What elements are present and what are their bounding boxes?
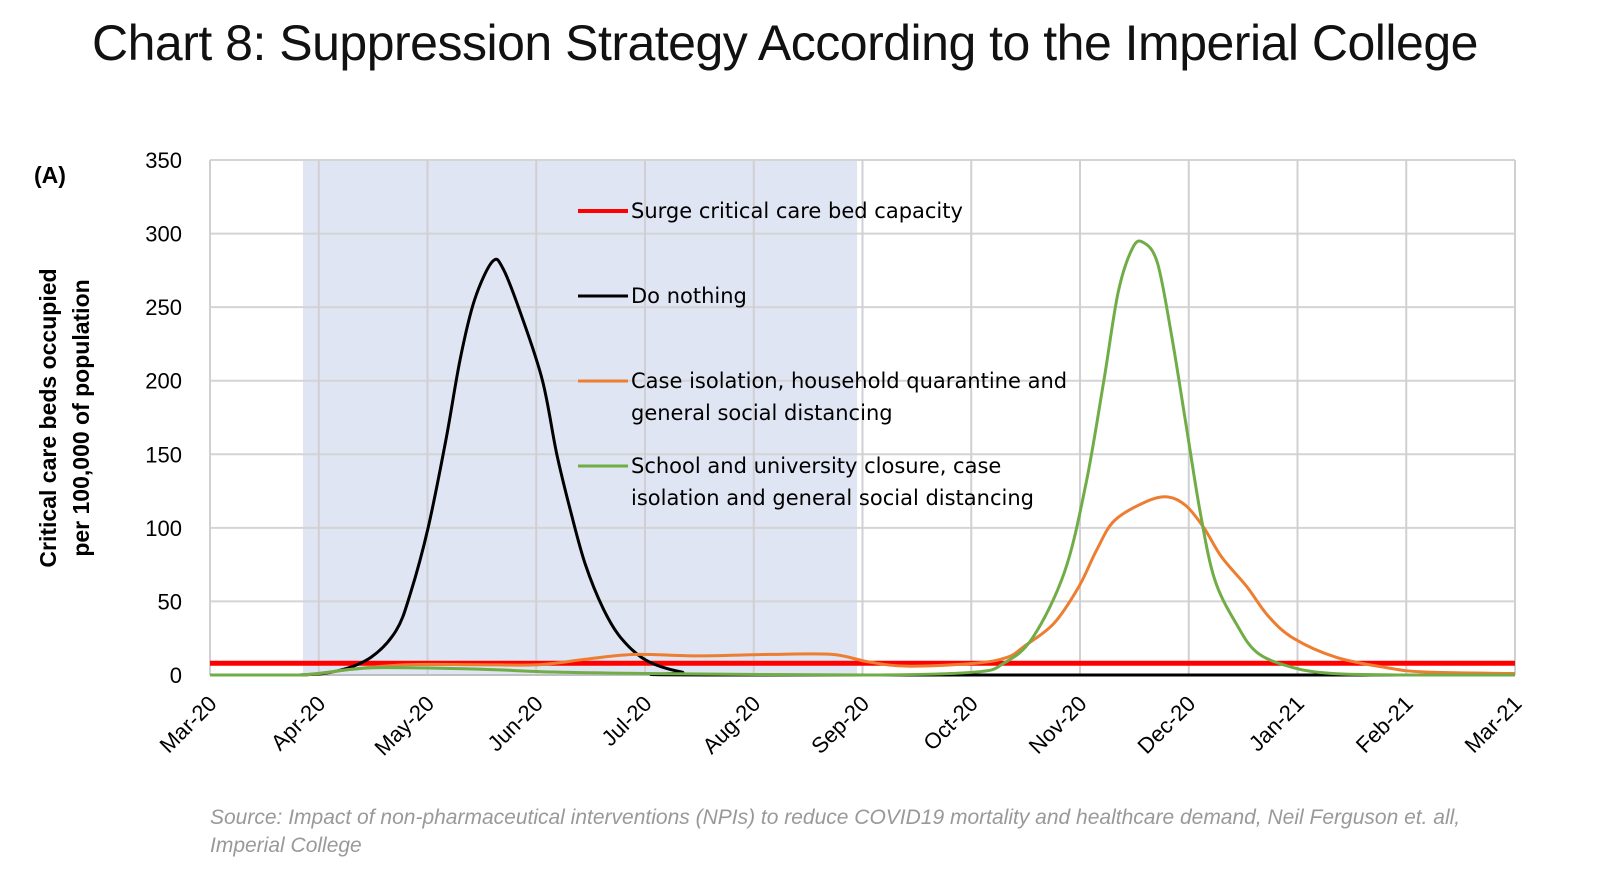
x-tick-label: Mar-21 (1460, 691, 1527, 758)
legend-label: Case isolation, household quarantine and… (631, 369, 1067, 425)
y-axis-label: per 100,000 of population (68, 279, 94, 556)
x-tick-label: May-20 (369, 691, 439, 761)
legend-label: Surge critical care bed capacity (631, 199, 963, 223)
y-tick-label: 350 (145, 148, 182, 173)
source-note: Source: Impact of non-pharmaceutical int… (210, 806, 1461, 857)
x-tick-label: Nov-20 (1024, 691, 1092, 759)
x-tick-label: Oct-20 (918, 691, 982, 755)
legend-label: Do nothing (631, 284, 747, 308)
x-tick-label: Feb-21 (1351, 691, 1418, 758)
y-tick-label: 200 (145, 369, 182, 394)
x-tick-label: Dec-20 (1132, 691, 1200, 759)
y-tick-label: 50 (158, 589, 182, 614)
y-tick-label: 0 (170, 663, 182, 688)
panel-label: (A) (34, 162, 66, 188)
y-tick-label: 150 (145, 442, 182, 467)
x-tick-label: Mar-20 (155, 691, 222, 758)
y-tick-label: 300 (145, 222, 182, 247)
series-line-3 (209, 239, 1515, 677)
x-tick-label: Jul-20 (596, 691, 656, 751)
x-tick-label: Jun-20 (483, 691, 548, 756)
y-tick-label: 100 (145, 516, 182, 541)
shaded-period (302, 160, 858, 675)
x-tick-label: Jan-21 (1244, 691, 1309, 756)
legend-label: School and university closure, case isola… (631, 454, 1034, 510)
chart-title: Chart 8: Suppression Strategy According … (92, 15, 1478, 71)
x-tick-label: Aug-20 (697, 691, 765, 759)
x-tick-label: Sep-20 (806, 691, 874, 759)
y-axis-label: Critical care beds occupied (35, 268, 61, 567)
y-tick-label: 250 (145, 295, 182, 320)
series-line-2 (209, 495, 1516, 677)
x-tick-label: Apr-20 (266, 691, 330, 755)
